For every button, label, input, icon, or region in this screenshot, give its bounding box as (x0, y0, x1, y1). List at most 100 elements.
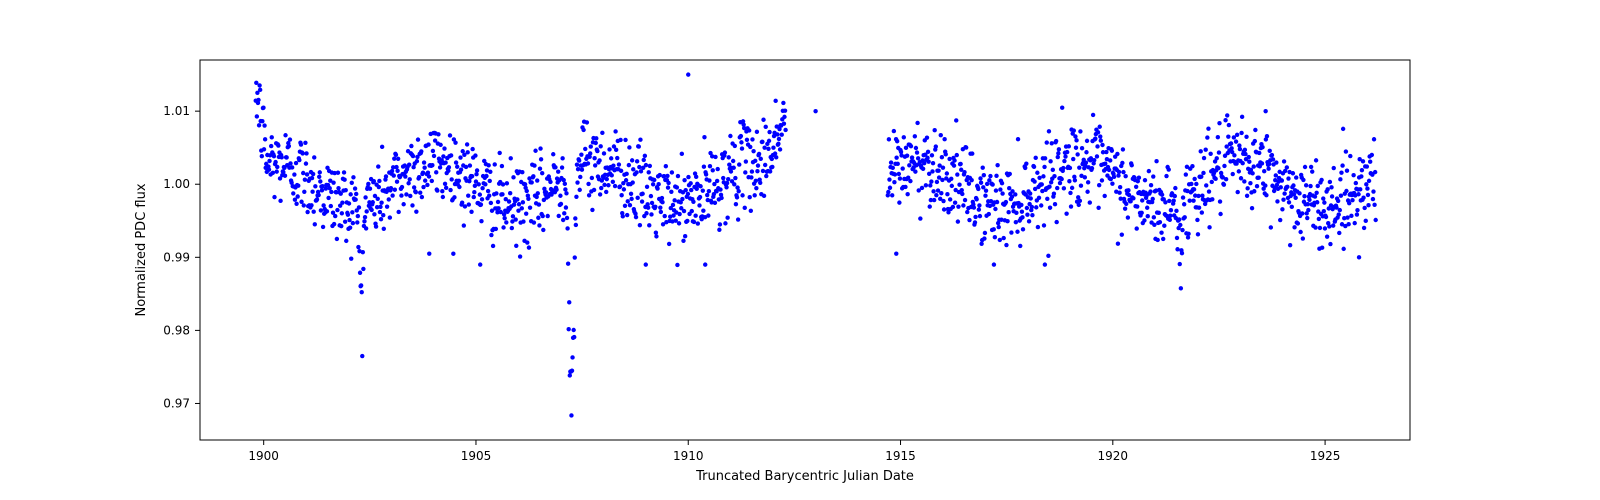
data-point (1162, 224, 1166, 228)
y-tick-label: 0.97 (163, 396, 190, 410)
data-point (1194, 182, 1198, 186)
data-point (619, 169, 623, 173)
data-point (287, 144, 291, 148)
data-point (1096, 206, 1100, 210)
data-point (525, 189, 529, 193)
data-point (666, 181, 670, 185)
data-point (1068, 191, 1072, 195)
data-point (340, 211, 344, 215)
data-point (767, 130, 771, 134)
data-point (1287, 200, 1291, 204)
data-point (749, 209, 753, 213)
data-point (702, 135, 706, 139)
data-point (1314, 158, 1318, 162)
data-point (635, 196, 639, 200)
data-point (646, 206, 650, 210)
data-point (726, 177, 730, 181)
data-point (1292, 225, 1296, 229)
data-point (972, 205, 976, 209)
data-point (1280, 178, 1284, 182)
data-point (272, 154, 276, 158)
data-point (1060, 105, 1064, 109)
data-point (1231, 172, 1235, 176)
data-point (761, 169, 765, 173)
data-point (1046, 254, 1050, 258)
data-point (1095, 144, 1099, 148)
data-point (599, 144, 603, 148)
data-point-outlier (427, 251, 431, 255)
data-point (571, 328, 575, 332)
data-point (611, 163, 615, 167)
data-point (374, 224, 378, 228)
data-point (1092, 158, 1096, 162)
data-point (1121, 147, 1125, 151)
data-point (1332, 166, 1336, 170)
data-point (1242, 179, 1246, 183)
data-point (905, 192, 909, 196)
data-point (1041, 174, 1045, 178)
data-point (1281, 197, 1285, 201)
data-point (537, 202, 541, 206)
data-point (647, 170, 651, 174)
data-point (942, 137, 946, 141)
data-point (711, 168, 715, 172)
data-point (255, 114, 259, 118)
data-point (353, 186, 357, 190)
data-point (588, 151, 592, 155)
data-point (1338, 177, 1342, 181)
data-point (1327, 224, 1331, 228)
data-point (719, 196, 723, 200)
data-point (649, 194, 653, 198)
data-point (1116, 242, 1120, 246)
data-point (501, 225, 505, 229)
data-point (564, 205, 568, 209)
data-point (640, 199, 644, 203)
data-point (897, 200, 901, 204)
data-point (1322, 209, 1326, 213)
data-point (1047, 129, 1051, 133)
data-point (538, 146, 542, 150)
data-point (1064, 211, 1068, 215)
data-point (488, 170, 492, 174)
data-point (1253, 139, 1257, 143)
data-point (1223, 118, 1227, 122)
data-point (1088, 200, 1092, 204)
data-point (684, 188, 688, 192)
data-point (579, 152, 583, 156)
data-point (768, 169, 772, 173)
data-point (1291, 171, 1295, 175)
data-point (604, 190, 608, 194)
data-point (478, 192, 482, 196)
data-point (1074, 146, 1078, 150)
data-point (1372, 203, 1376, 207)
data-point (1340, 163, 1344, 167)
data-point (908, 179, 912, 183)
data-point (580, 168, 584, 172)
data-point (379, 217, 383, 221)
data-point (759, 157, 763, 161)
data-point (1107, 168, 1111, 172)
data-point (1229, 141, 1233, 145)
data-point (272, 195, 276, 199)
data-point (913, 134, 917, 138)
y-tick-label: 0.98 (163, 323, 190, 337)
data-point (595, 149, 599, 153)
data-point (325, 209, 329, 213)
data-point (1263, 183, 1267, 187)
data-point (487, 194, 491, 198)
data-point (755, 130, 759, 134)
data-point (300, 151, 304, 155)
data-point (479, 202, 483, 206)
data-point (744, 159, 748, 163)
data-point (771, 145, 775, 149)
data-point (1126, 188, 1130, 192)
data-point (915, 150, 919, 154)
data-point (489, 233, 493, 237)
data-point (498, 151, 502, 155)
data-point (1015, 230, 1019, 234)
data-point (1218, 199, 1222, 203)
data-point (1073, 178, 1077, 182)
data-point (507, 199, 511, 203)
data-point (1182, 202, 1186, 206)
data-point (1100, 143, 1104, 147)
